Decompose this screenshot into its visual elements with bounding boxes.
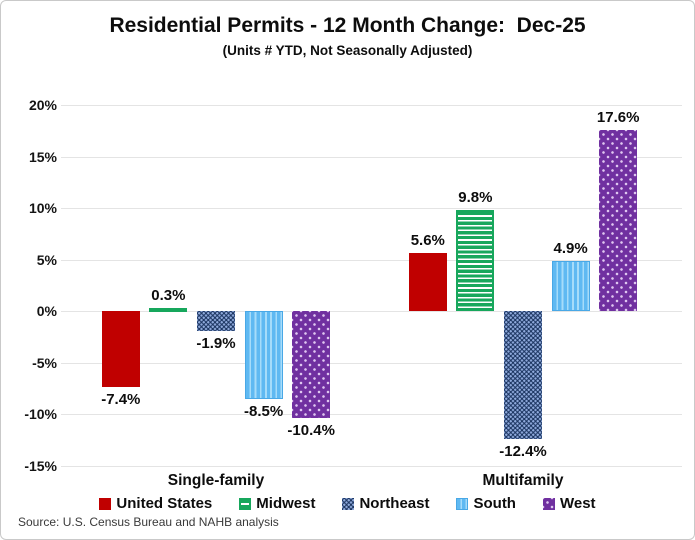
gridline bbox=[61, 465, 682, 467]
legend-swatch-midwest-icon bbox=[239, 497, 252, 510]
y-axis-tick-label: 0% bbox=[36, 303, 57, 319]
gridline bbox=[61, 311, 682, 312]
bar-single-family-northeast bbox=[197, 311, 235, 331]
bar-single-family-south bbox=[244, 311, 283, 399]
y-axis-tick-label: -5% bbox=[32, 354, 57, 371]
gridline bbox=[61, 414, 682, 415]
legend-item-midwest: Midwest bbox=[239, 495, 315, 512]
gridline bbox=[61, 105, 682, 106]
value-label-single-family-northeast: -1.9% bbox=[196, 334, 236, 352]
gridline bbox=[61, 259, 682, 261]
value-label-multifamily-west: 17.6% bbox=[596, 108, 640, 126]
legend-item-west: West bbox=[542, 495, 596, 512]
bar-single-family-united-states bbox=[101, 311, 140, 388]
chart-subtitle: (Units # YTD, Not Seasonally Adjusted) bbox=[222, 43, 473, 58]
gridline bbox=[61, 362, 682, 364]
y-axis-tick-label: 20% bbox=[28, 97, 57, 113]
legend-item-united-states: United States bbox=[99, 495, 212, 512]
category-label-multifamily: Multifamily bbox=[482, 472, 564, 489]
gridline bbox=[61, 156, 682, 158]
bar-multifamily-midwest bbox=[456, 210, 495, 311]
bar-multifamily-west bbox=[599, 129, 638, 311]
legend-label: United States bbox=[116, 495, 213, 512]
value-label-multifamily-midwest: 9.8% bbox=[458, 189, 493, 207]
value-label-multifamily-united-states: 5.6% bbox=[410, 232, 445, 250]
bar-single-family-midwest bbox=[149, 307, 188, 312]
value-label-multifamily-northeast: -12.4% bbox=[499, 442, 547, 460]
bar-single-family-west bbox=[292, 311, 331, 419]
gridline bbox=[61, 208, 682, 209]
y-axis-tick-label: -15% bbox=[24, 457, 57, 474]
legend-item-south: South bbox=[456, 495, 516, 512]
value-label-single-family-midwest: 0.3% bbox=[151, 286, 186, 304]
y-axis-tick-label: 5% bbox=[36, 251, 57, 268]
legend-swatch-northeast-icon bbox=[342, 497, 355, 510]
legend-item-northeast: Northeast bbox=[342, 495, 429, 512]
legend-swatch-united-states-icon bbox=[99, 497, 112, 510]
legend-swatch-west-icon bbox=[542, 497, 555, 510]
y-axis-tick-label: 10% bbox=[28, 200, 57, 216]
y-axis-tick-label: 15% bbox=[28, 148, 57, 165]
chart-title: Residential Permits - 12 Month Change: D… bbox=[109, 14, 586, 37]
legend-label: Northeast bbox=[359, 495, 430, 512]
category-label-single-family: Single-family bbox=[167, 472, 265, 489]
bar-multifamily-south bbox=[551, 260, 590, 311]
value-label-single-family-west: -10.4% bbox=[287, 422, 335, 440]
value-label-single-family-south: -8.5% bbox=[244, 402, 284, 420]
legend-label: West bbox=[559, 495, 596, 512]
legend-swatch-south-icon bbox=[456, 497, 469, 510]
value-label-multifamily-south: 4.9% bbox=[553, 239, 588, 257]
value-label-single-family-united-states: -7.4% bbox=[101, 391, 141, 409]
legend: United States Midwest Northeast South We… bbox=[1, 495, 694, 512]
bar-multifamily-northeast bbox=[504, 311, 542, 439]
source-note: Source: U.S. Census Bureau and NAHB anal… bbox=[18, 515, 279, 529]
legend-label: South bbox=[473, 495, 516, 512]
bar-multifamily-united-states bbox=[408, 253, 447, 311]
y-axis-tick-label: -10% bbox=[24, 406, 57, 422]
legend-label: Midwest bbox=[256, 495, 316, 512]
